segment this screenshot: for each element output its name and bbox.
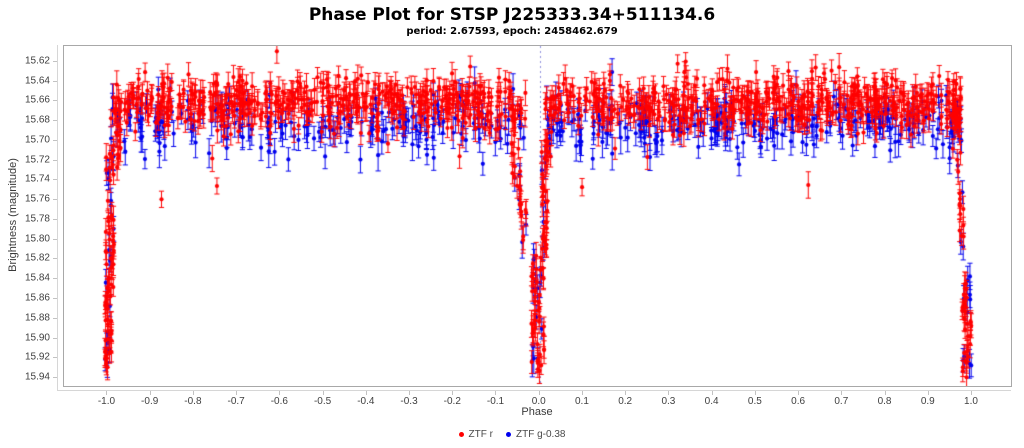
x-tick-mark xyxy=(322,391,324,395)
x-tick-mark xyxy=(668,391,670,395)
y-tick-mark xyxy=(53,258,57,260)
y-tick-label: 15.68 xyxy=(24,114,50,126)
x-tick-label: -0.6 xyxy=(270,396,288,407)
x-tick-label: -0.5 xyxy=(313,396,332,407)
x-tick-mark xyxy=(625,391,627,395)
y-tick-mark xyxy=(53,199,57,201)
y-tick-label: 15.62 xyxy=(24,55,50,67)
y-tick-mark xyxy=(53,100,57,102)
x-tick-mark xyxy=(106,391,108,395)
x-tick-mark xyxy=(452,391,454,395)
x-tick-label: -0.4 xyxy=(357,396,375,407)
y-tick-mark xyxy=(53,60,57,62)
legend: ZTF r ZTF g-0.38 xyxy=(0,429,1024,440)
y-tick-mark xyxy=(53,218,57,220)
y-tick-label: 15.92 xyxy=(24,351,50,363)
legend-label: ZTF r xyxy=(468,429,493,440)
x-tick-mark xyxy=(711,391,713,395)
legend-entry: ZTF g-0.38 xyxy=(505,429,566,440)
x-tick-mark xyxy=(538,391,540,395)
y-tick-mark xyxy=(53,120,57,122)
x-tick-mark xyxy=(581,391,583,395)
x-tick-mark xyxy=(279,391,281,395)
y-tick-label: 15.94 xyxy=(24,371,50,383)
x-tick-label: 0.6 xyxy=(791,396,806,407)
y-tick-mark xyxy=(53,337,57,339)
y-tick-label: 15.80 xyxy=(24,233,50,245)
x-tick-label: 0.8 xyxy=(877,396,892,407)
x-tick-mark xyxy=(365,391,367,395)
legend-entry: ZTF r xyxy=(458,429,493,440)
y-tick-label: 15.64 xyxy=(24,75,50,87)
y-tick-mark xyxy=(53,179,57,181)
x-tick-label: 0.9 xyxy=(920,396,935,407)
x-tick-mark xyxy=(192,391,194,395)
y-tick-label: 15.78 xyxy=(24,213,50,225)
legend-label: ZTF g-0.38 xyxy=(515,429,566,440)
x-tick-mark xyxy=(495,391,497,395)
x-tick-label: -0.1 xyxy=(486,396,505,407)
y-tick-label: 15.76 xyxy=(24,193,50,205)
x-tick-mark xyxy=(927,391,929,395)
x-axis-label: Phase xyxy=(521,406,553,418)
chart-title: Phase Plot for STSP J225333.34+511134.6 xyxy=(308,5,716,25)
x-tick-label: 0.1 xyxy=(575,396,589,407)
x-tick-label: -0.8 xyxy=(184,396,202,407)
y-tick-label: 15.86 xyxy=(24,292,50,304)
x-tick-label: 0.2 xyxy=(618,396,633,407)
y-tick-label: 15.90 xyxy=(24,332,50,344)
y-tick-mark xyxy=(53,80,57,82)
y-tick-label: 15.84 xyxy=(24,272,50,284)
x-tick-mark xyxy=(798,391,800,395)
x-tick-mark xyxy=(884,391,886,395)
legend-marker-icon xyxy=(505,432,511,437)
y-tick-label: 15.88 xyxy=(24,312,50,324)
x-tick-label: 0.7 xyxy=(834,396,849,407)
plot-area xyxy=(63,45,1012,387)
y-tick-mark xyxy=(53,298,57,300)
x-tick-label: 1.0 xyxy=(964,396,978,407)
y-tick-label: 15.74 xyxy=(24,173,50,185)
y-tick-mark xyxy=(53,377,57,379)
y-tick-label: 15.70 xyxy=(24,134,50,146)
x-tick-mark xyxy=(149,391,151,395)
y-tick-mark xyxy=(53,159,57,161)
scatter-canvas xyxy=(64,46,1011,386)
x-tick-label: -0.9 xyxy=(141,396,159,407)
x-tick-label: -0.3 xyxy=(400,396,418,407)
x-tick-label: 0.5 xyxy=(747,396,762,407)
x-tick-label: 0.0 xyxy=(531,396,546,407)
x-tick-label: 0.4 xyxy=(704,396,719,407)
x-tick-mark xyxy=(841,391,843,395)
y-tick-mark xyxy=(53,139,57,141)
x-tick-mark xyxy=(409,391,411,395)
y-tick-label: 15.66 xyxy=(24,94,50,106)
x-tick-label: 0.3 xyxy=(661,396,676,407)
y-tick-label: 15.82 xyxy=(24,252,50,264)
y-axis-line xyxy=(57,45,58,391)
chart-subtitle: period: 2.67593, epoch: 2458462.679 xyxy=(406,26,618,37)
y-tick-mark xyxy=(53,357,57,359)
x-tick-mark xyxy=(971,391,972,395)
y-tick-mark xyxy=(53,278,57,280)
y-tick-mark xyxy=(53,317,57,319)
x-tick-label: -1.0 xyxy=(97,396,116,407)
x-tick-mark xyxy=(236,391,238,395)
legend-marker-icon xyxy=(458,432,464,437)
x-tick-label: -0.2 xyxy=(443,396,461,407)
x-tick-label: -0.7 xyxy=(227,396,245,407)
x-axis-line xyxy=(57,390,1011,391)
y-tick-mark xyxy=(53,238,57,240)
y-tick-label: 15.72 xyxy=(24,154,50,166)
x-tick-mark xyxy=(754,391,756,395)
